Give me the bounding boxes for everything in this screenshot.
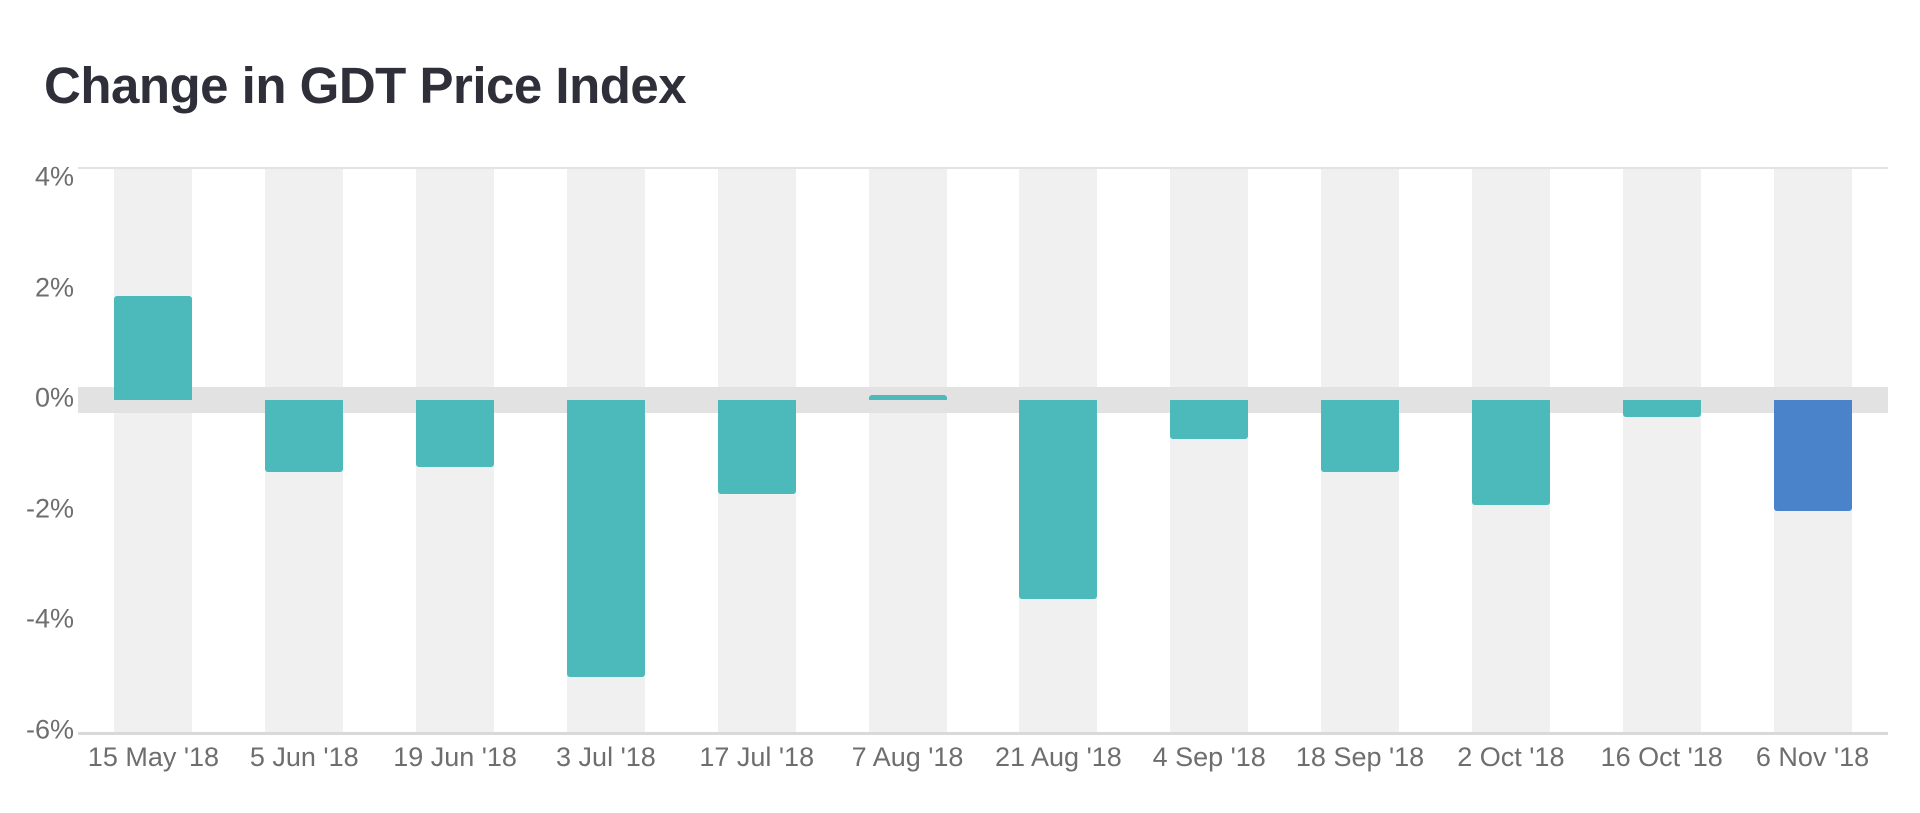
y-tick-label: 4% bbox=[34, 161, 74, 192]
bar[interactable] bbox=[566, 400, 645, 677]
column-stripe bbox=[1170, 169, 1249, 732]
chart-column bbox=[229, 169, 380, 732]
chart-column bbox=[1134, 169, 1285, 732]
x-tick-label: 15 May '18 bbox=[87, 742, 220, 772]
x-tick-label: 16 Oct '18 bbox=[1600, 742, 1723, 772]
chart-title: Change in GDT Price Index bbox=[44, 57, 687, 115]
chart-column bbox=[1285, 169, 1436, 732]
bar[interactable] bbox=[717, 400, 796, 495]
chart-column bbox=[1435, 169, 1586, 732]
bar[interactable] bbox=[1019, 400, 1098, 600]
column-stripe bbox=[114, 169, 193, 732]
chart-column bbox=[1586, 169, 1737, 732]
bar[interactable] bbox=[416, 400, 495, 467]
y-tick-label: 0% bbox=[34, 382, 74, 413]
y-axis: 4% 2% 0% -2% -4% -6% bbox=[0, 162, 74, 745]
y-tick-label: -2% bbox=[25, 493, 74, 524]
bar[interactable] bbox=[868, 394, 947, 401]
chart-column bbox=[832, 169, 983, 732]
x-axis: 15 May '18 5 Jun '18 19 Jun '18 3 Jul '18 17… bbox=[78, 742, 1888, 782]
x-tick-label: 5 Jun '18 bbox=[249, 742, 359, 772]
zero-line-band bbox=[78, 387, 1888, 414]
x-tick-label: 18 Sep '18 bbox=[1295, 742, 1425, 772]
bar[interactable] bbox=[1773, 400, 1852, 511]
chart-column bbox=[681, 169, 832, 732]
x-tick-label: 4 Sep '18 bbox=[1152, 742, 1266, 772]
bar[interactable] bbox=[114, 295, 193, 401]
y-tick-label: 2% bbox=[34, 272, 74, 303]
chart-column bbox=[380, 169, 531, 732]
plot-area bbox=[78, 167, 1888, 735]
bar[interactable] bbox=[1471, 400, 1550, 506]
x-tick-label: 3 Jul '18 bbox=[556, 742, 656, 772]
chart-column bbox=[1737, 169, 1888, 732]
column-stripe bbox=[1622, 169, 1701, 732]
x-tick-label: 2 Oct '18 bbox=[1457, 742, 1565, 772]
y-tick-label: -6% bbox=[25, 714, 74, 745]
column-stripe bbox=[868, 169, 947, 732]
y-tick-label: -4% bbox=[25, 603, 74, 634]
x-tick-label: 19 Jun '18 bbox=[393, 742, 517, 772]
bar[interactable] bbox=[265, 400, 344, 473]
bar[interactable] bbox=[1321, 400, 1400, 473]
x-tick-label: 17 Jul '18 bbox=[699, 742, 815, 772]
chart-column bbox=[530, 169, 681, 732]
chart-column bbox=[78, 169, 229, 732]
x-tick-label: 21 Aug '18 bbox=[994, 742, 1122, 772]
chart-column bbox=[983, 169, 1134, 732]
x-tick-label: 6 Nov '18 bbox=[1755, 742, 1870, 772]
bar[interactable] bbox=[1170, 400, 1249, 440]
x-tick-label: 7 Aug '18 bbox=[851, 742, 964, 772]
bar[interactable] bbox=[1622, 400, 1701, 418]
